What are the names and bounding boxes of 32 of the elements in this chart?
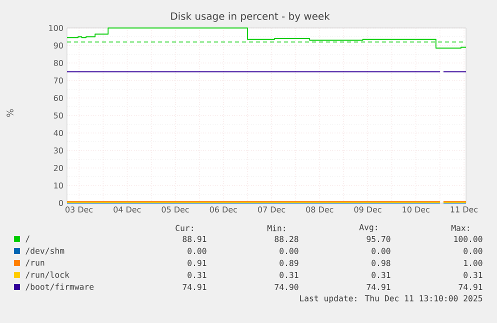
legend-label: /run/lock	[26, 271, 70, 279]
text: Max:	[451, 224, 469, 232]
text: Min:	[267, 224, 285, 232]
legend-label: /	[26, 236, 30, 242]
text: 74.91	[458, 284, 482, 290]
text: 0.91	[188, 260, 206, 266]
text: Cur:	[176, 224, 193, 232]
legend-label: /run	[26, 260, 44, 266]
text: 0.31	[464, 272, 482, 278]
text: 0.98	[372, 260, 390, 266]
text: 0.00	[188, 248, 206, 254]
text: 0.00	[464, 248, 482, 254]
text: 1.00	[464, 260, 482, 266]
text: 0.31	[372, 272, 390, 278]
legend-label: /dev/shm	[26, 248, 64, 254]
text: Avg:	[359, 224, 377, 232]
text: 0.89	[280, 260, 298, 266]
text: 0.31	[188, 272, 206, 278]
text: 0.00	[372, 248, 390, 254]
text: 0.00	[280, 248, 298, 254]
y-axis-title: %	[6, 109, 14, 117]
text: Last update: Thu Dec 11 13:10:00 2025	[300, 295, 482, 303]
text: 100.00	[454, 236, 482, 242]
text: 95.70	[366, 236, 390, 242]
chart-title: Disk usage in percent - by week	[171, 12, 330, 22]
text: 0.31	[280, 272, 298, 278]
text: 88.28	[274, 236, 298, 242]
text: 88.91	[182, 236, 206, 242]
text: 74.91	[182, 284, 206, 290]
text: 74.90	[274, 284, 298, 290]
text: 74.91	[366, 284, 390, 290]
legend-label: /boot/firmware	[26, 284, 94, 290]
